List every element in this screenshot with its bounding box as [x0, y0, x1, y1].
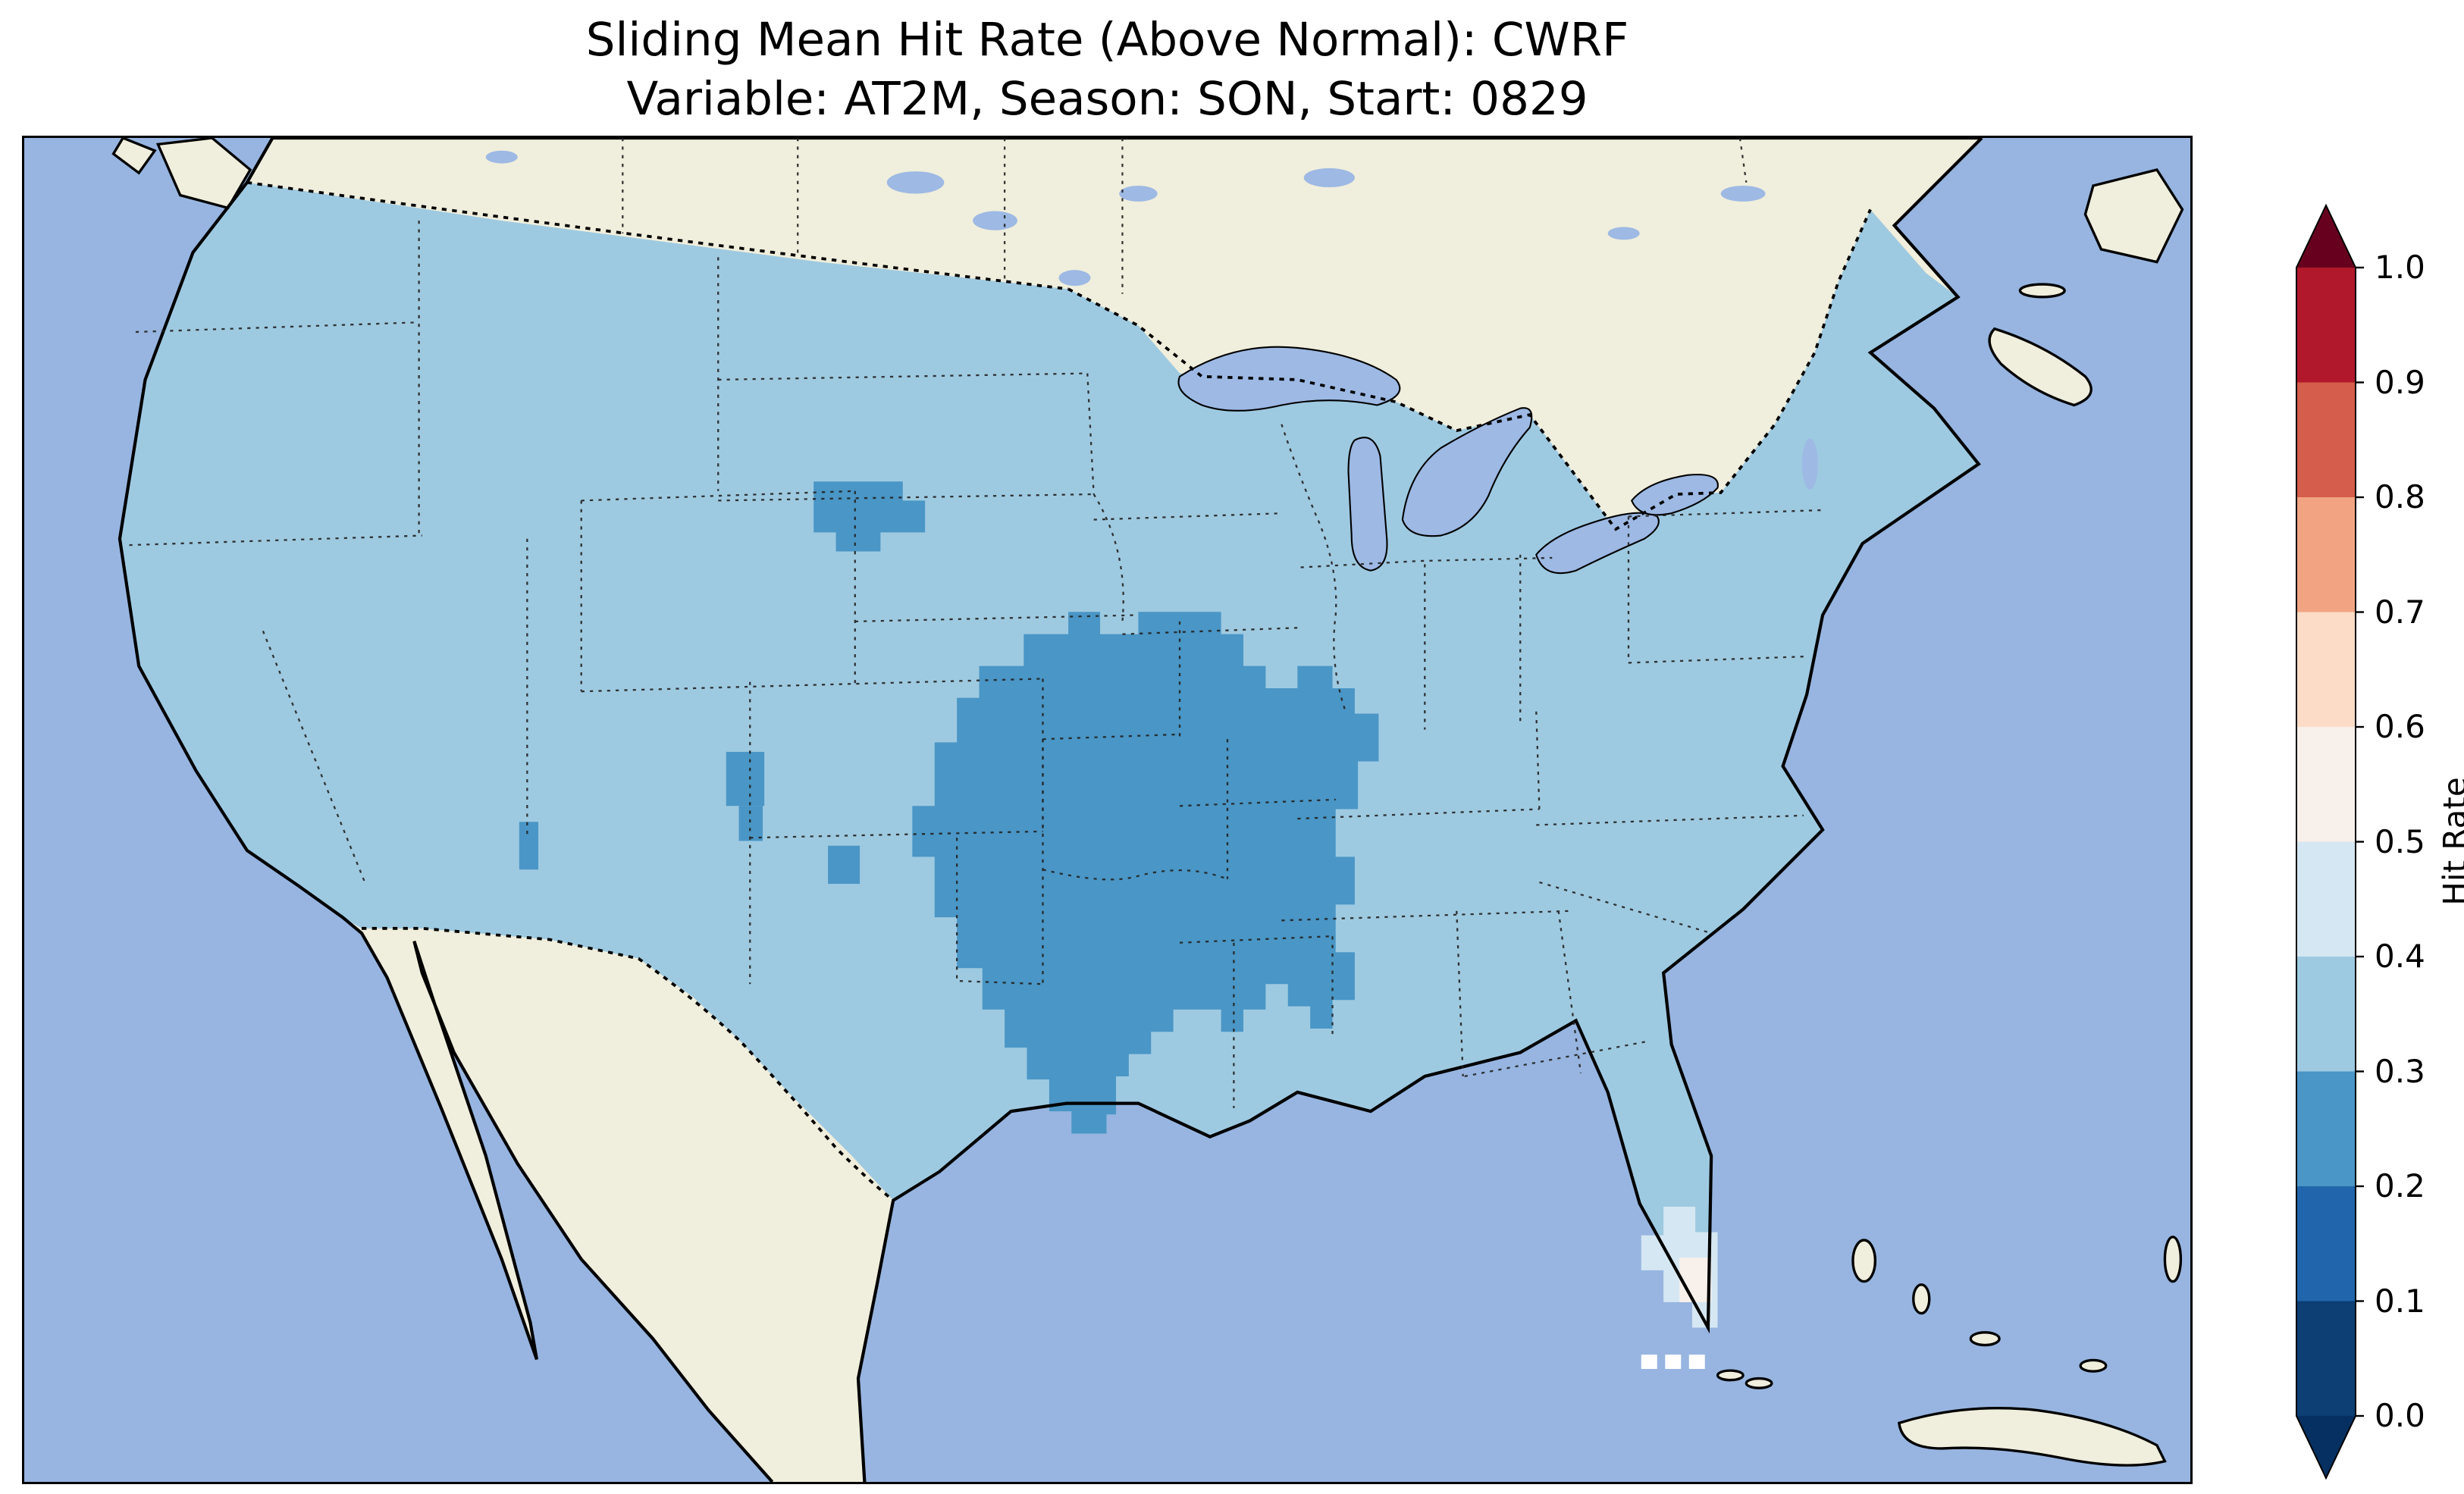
coastline — [118, 138, 1983, 1482]
colorbar-segment — [2296, 1071, 2356, 1186]
colorbar-segment — [2296, 727, 2356, 842]
coastal-island — [111, 138, 157, 175]
lake — [1303, 168, 1355, 188]
colorbar-tick-label: 0.5 — [2375, 822, 2425, 860]
colorbar-tick-label: 1.0 — [2375, 249, 2425, 286]
figure-title: Sliding Mean Hit Rate (Above Normal): CW… — [22, 11, 2193, 129]
map-canvas — [24, 138, 2190, 1482]
florida-keys — [1745, 1377, 1773, 1389]
lake-champlain — [1801, 438, 1818, 490]
prince-edward-island — [2018, 283, 2066, 299]
lake-michigan — [1347, 437, 1388, 572]
newfoundland — [2083, 168, 2184, 264]
colorbar-tick-label: 0.4 — [2375, 938, 2425, 975]
map-axes — [22, 136, 2193, 1484]
colorbar-tick-label: 0.3 — [2375, 1052, 2425, 1090]
colorbar-ticks — [2356, 266, 2364, 1417]
lake — [886, 171, 945, 194]
colorbar-segment — [2296, 382, 2356, 497]
missing-data-cells — [1641, 1355, 1705, 1370]
canada-lakes — [485, 150, 1818, 490]
central-us-low-hitrate-blob — [912, 612, 1379, 1134]
lake — [1119, 185, 1158, 202]
us-canada-border — [246, 180, 1069, 291]
colorbar-tick-label: 0.2 — [2375, 1167, 2425, 1204]
islands — [111, 138, 2184, 1467]
lake — [485, 150, 518, 164]
missing-cell — [1641, 1355, 1657, 1370]
figure-title-line1: Sliding Mean Hit Rate (Above Normal): CW… — [585, 13, 1629, 67]
vancouver-island — [155, 138, 252, 210]
colorbar-segment — [2296, 957, 2356, 1072]
lake-superior — [1177, 346, 1401, 412]
great-lakes — [1177, 346, 1719, 575]
colorbar-tick-label: 0.9 — [2375, 363, 2425, 401]
colorbar-segment — [2296, 1301, 2356, 1416]
bahamas-island — [2079, 1358, 2108, 1373]
colorbar-segment — [2296, 612, 2356, 727]
utah-patch-1 — [726, 751, 765, 807]
figure-title-line2: Variable: AT2M, Season: SON, Start: 0829 — [626, 72, 1588, 127]
state-borders — [129, 138, 1823, 1108]
colorbar-axis-label: Hit Rate — [2436, 777, 2464, 906]
colorbar-segment — [2296, 841, 2356, 957]
four-corners-patch — [828, 845, 861, 885]
colorbar-arrow-under — [2296, 1416, 2356, 1478]
colorbar — [2296, 203, 2364, 1480]
colorbar-tick-label: 0.8 — [2375, 478, 2425, 515]
lake — [1720, 185, 1766, 202]
us-canada-border-east — [1067, 208, 1872, 531]
colorbar-tick-label: 0.7 — [2375, 593, 2425, 631]
colorbar-segment — [2296, 268, 2356, 383]
cuba — [1898, 1406, 2167, 1467]
lake-of-the-woods — [1058, 270, 1091, 287]
bahamas-island — [1969, 1331, 2001, 1347]
lake — [1607, 227, 1640, 240]
bahamas-island — [2163, 1236, 2183, 1283]
missing-cell — [1665, 1355, 1682, 1370]
missing-cell — [1688, 1355, 1705, 1370]
nevada-sliver-patch — [519, 822, 539, 870]
colorbar-tick-label: 0.1 — [2375, 1282, 2425, 1320]
bahamas-island — [1912, 1283, 1931, 1315]
colorbar-segment — [2296, 1186, 2356, 1301]
florida-higher-hitrate-patches — [1641, 1207, 1718, 1328]
colorbar-tick-label: 0.0 — [2375, 1397, 2425, 1434]
florida-tip-cells — [1679, 1258, 1712, 1302]
bahamas-island — [1851, 1239, 1877, 1283]
country-borders — [246, 180, 1872, 1202]
nova-scotia — [1988, 327, 2093, 407]
colorbar-segment — [2296, 497, 2356, 612]
colorbar-arrow-over — [2296, 205, 2356, 268]
colorbar-tick-label: 0.6 — [2375, 708, 2425, 745]
lake-huron — [1401, 407, 1533, 537]
florida-keys — [1716, 1369, 1745, 1382]
lake — [973, 211, 1017, 230]
